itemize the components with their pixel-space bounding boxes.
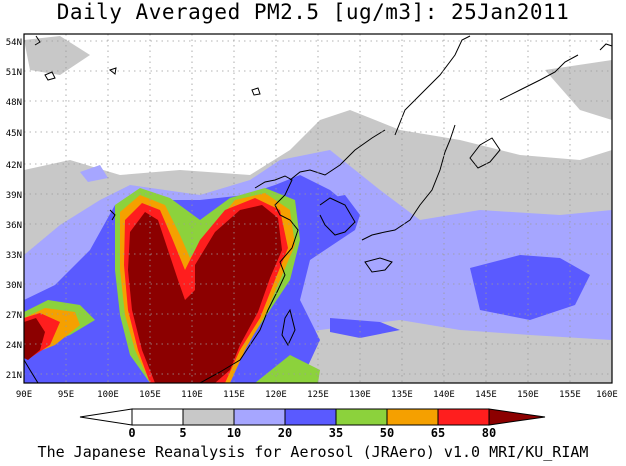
lon-label: 125E: [307, 390, 329, 400]
lon-label: 95E: [58, 390, 74, 400]
map-frame: [23, 33, 613, 384]
colorbar-swatch: [182, 408, 235, 426]
colorbar-label: 80: [482, 426, 496, 440]
colorbar-label: 65: [431, 426, 445, 440]
lat-label: 21N: [6, 371, 22, 381]
colorbar-arrow-high: [488, 408, 546, 426]
lon-label: 110E: [181, 390, 203, 400]
latitude-labels: 21N 24N 27N 30N 33N 36N 39N 42N 45N 48N …: [6, 38, 22, 381]
lon-label: 150E: [517, 390, 539, 400]
colorbar-swatch: [335, 408, 388, 426]
lon-label: 115E: [223, 390, 245, 400]
lon-label: 160E: [596, 390, 618, 400]
colorbar-swatch: [233, 408, 286, 426]
longitude-labels: 90E 95E 100E 105E 110E 115E 120E 125E 13…: [16, 390, 618, 400]
colorbar-swatch: [437, 408, 490, 426]
lon-label: 120E: [265, 390, 287, 400]
colorbar-label: 10: [227, 426, 241, 440]
lon-label: 105E: [139, 390, 161, 400]
lat-label: 45N: [6, 129, 22, 139]
colorbar-swatch: [386, 408, 439, 426]
gridlines: [24, 34, 612, 383]
footer-credit: The Japanese Reanalysis for Aerosol (JRA…: [37, 443, 589, 461]
lon-label: 145E: [475, 390, 497, 400]
lat-label: 24N: [6, 341, 22, 351]
lon-label: 100E: [97, 390, 119, 400]
lon-label: 140E: [433, 390, 455, 400]
pm25-field: [24, 34, 612, 383]
lat-label: 27N: [6, 311, 22, 321]
lon-label: 135E: [391, 390, 413, 400]
map-title: Daily Averaged PM2.5 [ug/m3]: 25Jan2011: [56, 0, 570, 24]
colorbar-label: 35: [329, 426, 343, 440]
colorbar-swatch: [284, 408, 337, 426]
colorbar-label: 0: [128, 426, 135, 440]
colorbar-label: 5: [179, 426, 186, 440]
lat-label: 48N: [6, 98, 22, 108]
lon-label: 90E: [16, 390, 32, 400]
lon-label: 155E: [559, 390, 581, 400]
lon-label: 130E: [349, 390, 371, 400]
colorbar-label: 20: [278, 426, 292, 440]
lat-label: 51N: [6, 68, 22, 78]
colorbar-arrow-low: [79, 408, 133, 426]
lat-label: 36N: [6, 221, 22, 231]
colorbar-swatch: [131, 408, 184, 426]
lat-label: 39N: [6, 191, 22, 201]
coastlines: [23, 35, 613, 384]
lat-label: 42N: [6, 161, 22, 171]
lat-label: 33N: [6, 251, 22, 261]
colorbar: 0 5 10 20 35 50 65 80: [79, 408, 546, 440]
lat-label: 54N: [6, 38, 22, 48]
colorbar-label: 50: [380, 426, 394, 440]
lat-label: 30N: [6, 281, 22, 291]
